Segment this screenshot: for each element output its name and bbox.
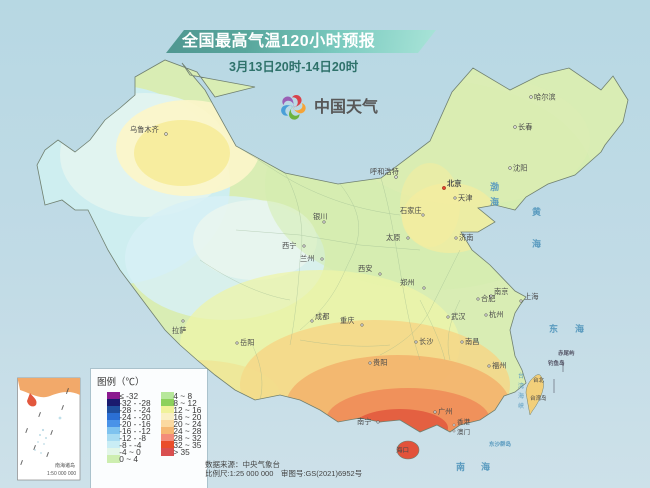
svg-text:沈阳: 沈阳 (513, 164, 527, 173)
svg-text:乌鲁木齐: 乌鲁木齐 (130, 125, 159, 134)
svg-text:澳门: 澳门 (457, 427, 470, 436)
svg-text:海口: 海口 (396, 445, 409, 454)
svg-text:台: 台 (518, 372, 524, 380)
svg-text:南宁: 南宁 (357, 417, 371, 426)
svg-text:海: 海 (575, 323, 584, 334)
svg-text:北京: 北京 (447, 179, 461, 188)
svg-text:西安: 西安 (358, 264, 372, 273)
svg-text:台北: 台北 (533, 376, 545, 384)
svg-text:赤尾屿: 赤尾屿 (558, 349, 575, 357)
svg-text:石家庄: 石家庄 (400, 206, 422, 215)
svg-text:兰州: 兰州 (300, 254, 314, 263)
svg-text:数据来源：中央气象台: 数据来源：中央气象台 (205, 459, 280, 469)
svg-text:钓鱼岛: 钓鱼岛 (548, 359, 565, 367)
svg-text:贵阳: 贵阳 (373, 358, 387, 367)
svg-text:南京: 南京 (494, 287, 508, 296)
svg-text:银川: 银川 (313, 212, 327, 221)
svg-text:杭州: 杭州 (489, 310, 503, 319)
svg-text:海: 海 (518, 392, 524, 400)
svg-text:重庆: 重庆 (340, 316, 354, 325)
svg-text:南昌: 南昌 (465, 337, 479, 346)
svg-text:湾: 湾 (518, 382, 524, 390)
svg-text:太原: 太原 (386, 233, 400, 242)
svg-text:广州: 广州 (438, 407, 452, 416)
svg-text:1:50 000 000: 1:50 000 000 (47, 471, 76, 477)
svg-text:东: 东 (549, 323, 558, 334)
svg-text:海: 海 (490, 196, 499, 207)
svg-text:香港: 香港 (457, 417, 471, 426)
svg-text:天津: 天津 (458, 194, 472, 203)
svg-text:南海诸岛: 南海诸岛 (55, 462, 75, 469)
svg-text:呼和浩特: 呼和浩特 (370, 167, 399, 176)
svg-text:郑州: 郑州 (400, 278, 414, 287)
svg-text:拉萨: 拉萨 (172, 326, 186, 335)
svg-text:东沙群岛: 东沙群岛 (489, 440, 512, 448)
svg-text:黄: 黄 (532, 206, 541, 217)
svg-text:比例尺:1:25 000 000 审图号:GS(2021)6: 比例尺:1:25 000 000 审图号:GS(2021)6952号 (205, 468, 362, 478)
svg-text:长沙: 长沙 (419, 337, 433, 346)
svg-text:长春: 长春 (518, 123, 532, 132)
svg-text:南: 南 (456, 461, 465, 472)
svg-text:武汉: 武汉 (451, 312, 465, 321)
svg-text:哈尔滨: 哈尔滨 (534, 93, 556, 102)
svg-text:中国天气: 中国天气 (314, 97, 378, 116)
svg-text:成都: 成都 (315, 312, 329, 321)
svg-text:峡: 峡 (518, 402, 524, 410)
svg-text:海: 海 (532, 238, 541, 249)
svg-text:西宁: 西宁 (282, 241, 296, 250)
svg-text:台湾岛: 台湾岛 (530, 394, 547, 402)
svg-text:福州: 福州 (492, 361, 506, 370)
svg-text:海: 海 (481, 461, 490, 472)
svg-text:岳阳: 岳阳 (240, 338, 254, 347)
svg-text:渤: 渤 (490, 181, 499, 192)
svg-text:济南: 济南 (459, 233, 473, 242)
svg-text:上海: 上海 (524, 292, 538, 301)
